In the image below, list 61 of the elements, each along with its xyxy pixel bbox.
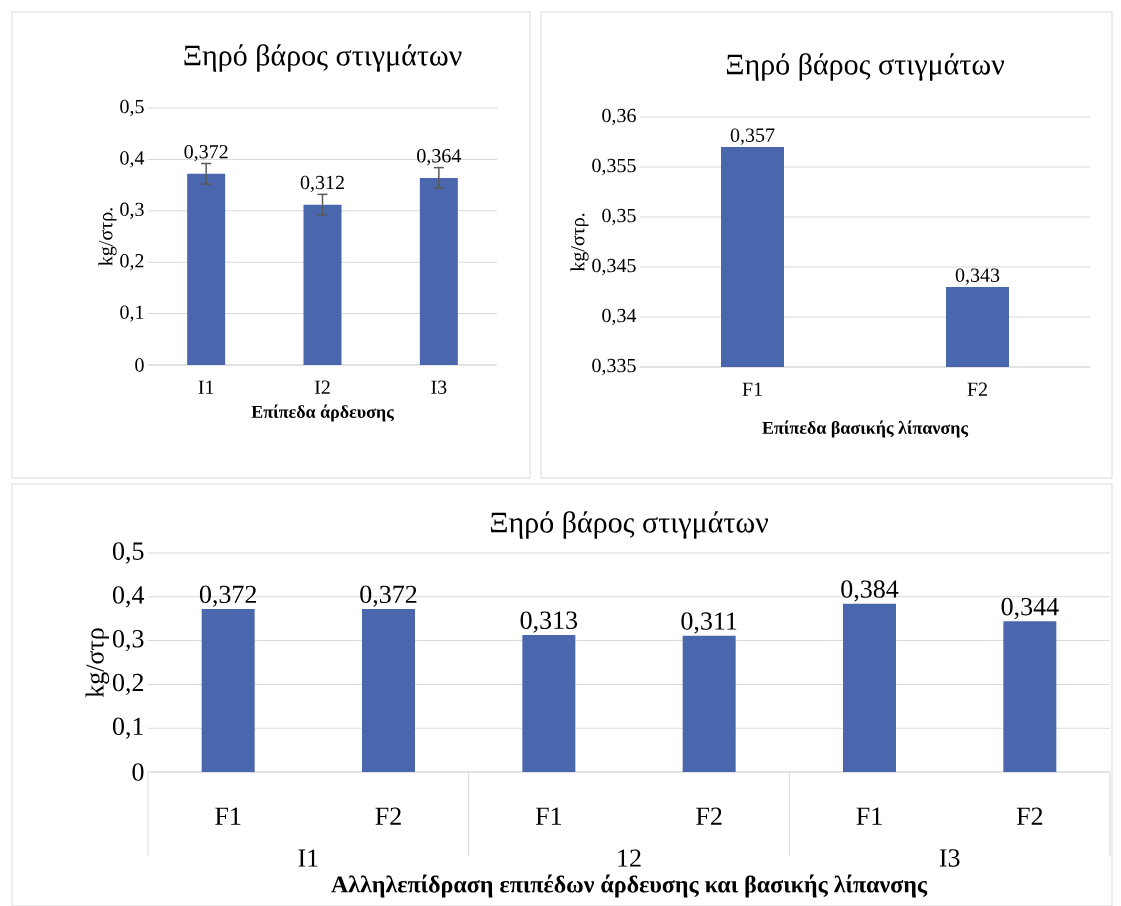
y-tick-label: 0,5	[120, 99, 144, 117]
y-tick-label: 0	[132, 763, 144, 781]
bar	[201, 609, 255, 772]
chart-title: Ξηρό βάρος στιγμάτων	[184, 44, 462, 72]
y-tick-label: 0,355	[592, 158, 636, 176]
y-axis-title: kg/στρ.	[570, 213, 589, 272]
data-label: 0,372	[360, 585, 417, 607]
bar	[362, 609, 416, 772]
x-tick-label: F1	[856, 807, 882, 825]
data-label: 0,343	[955, 268, 1000, 285]
x-tick-label: F1	[742, 382, 762, 396]
y-tick-label: 0,35	[602, 208, 636, 226]
x-tick-label: I3	[431, 380, 447, 394]
chart-title: Ξηρό βάρος στιγμάτων	[490, 511, 769, 539]
x-tick-label: I2	[314, 380, 330, 394]
y-tick-label: 0	[135, 358, 144, 372]
data-label: 0,344	[1001, 597, 1059, 620]
y-tick-label: 0,345	[592, 258, 636, 276]
y-tick-label: 0,3	[120, 202, 144, 219]
y-tick-label: 0,34	[602, 308, 637, 326]
y-tick-label: 0,3	[112, 629, 144, 652]
x-axis-title: Επίπεδα βασικής λίπανσης	[762, 420, 969, 438]
bar	[1003, 621, 1057, 772]
x-axis-title: Αλληλεπίδραση επιπέδων άρδευσης και βασικής λίπανσης	[331, 874, 928, 898]
y-tick-label: 0,4	[120, 151, 145, 168]
bar	[682, 635, 736, 772]
data-label: 0,313	[520, 611, 578, 633]
text: 12	[618, 849, 641, 867]
x-tick-label: I1	[198, 380, 214, 394]
x-tick-label: F1	[535, 807, 561, 825]
x-tick-label: F2	[375, 807, 401, 825]
data-label: 0,357	[730, 128, 775, 145]
y-tick-label: 0,2	[112, 673, 144, 696]
bar	[303, 204, 342, 365]
x-axis-title: Επίπεδα άρδευσης	[251, 404, 394, 422]
chart-title: Ξηρό βάρος στιγμάτων	[726, 53, 1005, 81]
y-tick-label: 0,1	[112, 717, 143, 739]
bar	[419, 177, 458, 365]
data-label: 0,364	[417, 149, 462, 166]
y-tick-label: 0,5	[112, 542, 144, 564]
bar	[187, 173, 226, 365]
y-tick-label: 0,1	[120, 305, 144, 322]
y-axis-title: kg/στρ.	[98, 208, 117, 266]
bar	[522, 634, 576, 772]
bar	[843, 603, 897, 772]
y-axis-title: kg/στρ	[85, 628, 110, 698]
y-tick-label: 0,335	[592, 358, 636, 376]
x-tick-label: F1	[215, 807, 241, 825]
data-label: 0,372	[184, 144, 228, 162]
data-label: 0,311	[681, 612, 737, 634]
x-tick-label: F2	[1016, 807, 1043, 825]
text: I3	[939, 849, 960, 867]
x-tick-label: F2	[967, 382, 987, 396]
y-tick-label: 0,4	[112, 586, 145, 608]
text: I1	[298, 849, 318, 867]
y-tick-label: 0,2	[120, 254, 144, 271]
data-label: 0,372	[199, 585, 256, 607]
data-label: 0,384	[841, 580, 899, 602]
y-tick-label: 0,36	[602, 108, 636, 126]
data-label: 0,312	[300, 175, 344, 193]
x-tick-label: F2	[696, 807, 722, 825]
